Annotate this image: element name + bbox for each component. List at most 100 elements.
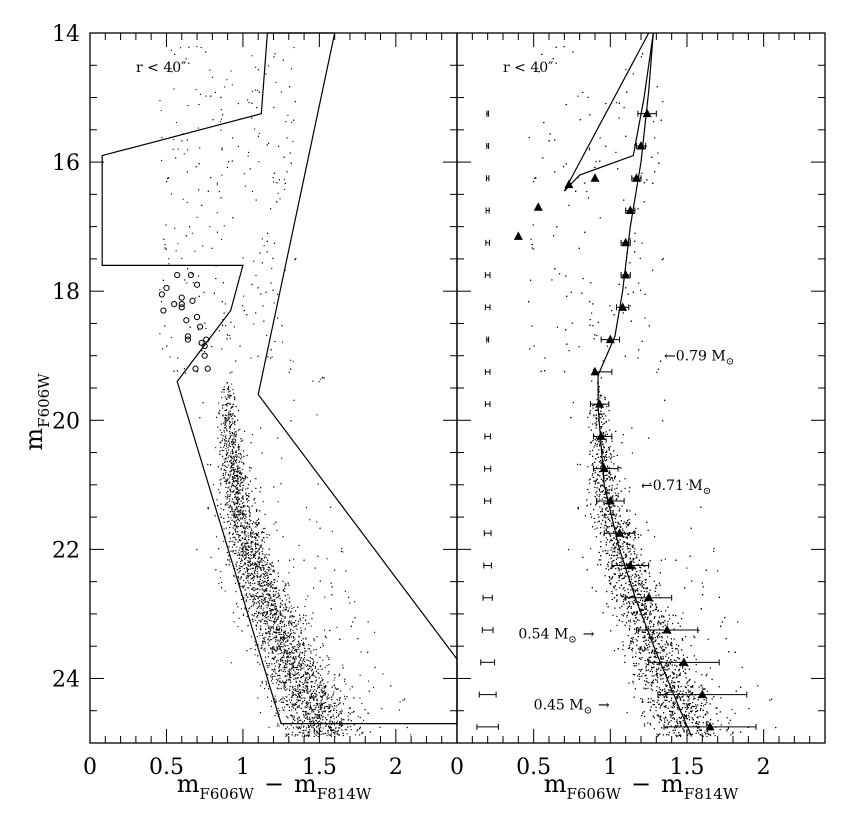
star-point	[286, 651, 288, 653]
star-point	[317, 722, 319, 724]
star-point	[266, 562, 268, 564]
star-point	[292, 652, 294, 654]
star-point	[225, 486, 227, 488]
star-point	[282, 59, 284, 61]
star-point	[328, 708, 330, 710]
star-point	[252, 599, 254, 601]
star-point	[268, 638, 270, 640]
star-point	[196, 46, 198, 48]
star-point	[290, 605, 292, 607]
star-point	[296, 672, 298, 674]
star-point	[198, 189, 200, 191]
star-point	[245, 553, 247, 555]
star-point	[229, 431, 231, 433]
star-point	[312, 659, 314, 661]
star-point	[172, 148, 174, 150]
star-point	[231, 424, 233, 426]
star-point	[231, 405, 233, 407]
star-point	[268, 595, 270, 597]
star-point	[222, 282, 224, 284]
star-point	[250, 357, 252, 359]
star-point	[219, 453, 221, 455]
star-point	[290, 623, 292, 625]
star-point	[255, 536, 257, 538]
star-point	[272, 646, 274, 648]
star-point	[330, 506, 332, 508]
star-point	[223, 386, 225, 388]
star-point	[230, 460, 232, 462]
star-point	[288, 671, 290, 673]
star-point	[273, 658, 275, 660]
star-point	[282, 636, 284, 638]
star-point	[275, 660, 277, 662]
star-point	[258, 632, 260, 634]
star-point	[229, 397, 231, 399]
star-point	[220, 508, 222, 510]
star-point	[302, 644, 304, 646]
star-point	[313, 717, 315, 719]
star-point	[250, 535, 252, 537]
star-point	[321, 690, 323, 692]
star-point	[313, 663, 315, 665]
star-point	[226, 479, 228, 481]
star-point	[239, 485, 241, 487]
star-point	[226, 466, 228, 468]
star-point	[245, 526, 247, 528]
star-point	[250, 533, 252, 535]
star-point	[274, 622, 276, 624]
star-point	[301, 661, 303, 663]
star-point	[173, 88, 175, 90]
star-point	[332, 714, 334, 716]
star-point	[161, 159, 163, 161]
star-point	[242, 548, 244, 550]
star-point	[261, 585, 263, 587]
star-point	[241, 554, 243, 556]
star-point	[335, 716, 337, 718]
star-point	[231, 501, 233, 503]
star-point	[237, 465, 239, 467]
star-point	[245, 475, 247, 477]
star-point	[298, 695, 300, 697]
star-point	[207, 507, 209, 509]
star-point	[307, 703, 309, 705]
star-point	[276, 661, 278, 663]
star-point	[242, 517, 244, 519]
star-point	[253, 597, 255, 599]
star-point	[304, 699, 306, 701]
star-point	[232, 406, 234, 408]
star-point	[278, 594, 280, 596]
star-point	[290, 636, 292, 638]
star-point	[239, 511, 241, 513]
star-point	[209, 69, 211, 71]
star-point	[281, 457, 283, 459]
star-point	[280, 642, 282, 644]
star-point	[251, 530, 253, 532]
star-point	[290, 673, 292, 675]
star-point	[328, 727, 330, 729]
star-point	[327, 707, 329, 709]
star-point	[283, 156, 285, 158]
star-point	[220, 478, 222, 480]
star-point	[245, 493, 247, 495]
star-point	[330, 728, 332, 730]
star-point	[225, 503, 227, 505]
star-point	[317, 709, 319, 711]
star-point	[254, 587, 256, 589]
star-point	[275, 632, 277, 634]
star-point	[232, 432, 234, 434]
star-point	[250, 595, 252, 597]
star-point	[255, 533, 257, 535]
star-point	[277, 293, 279, 295]
star-point	[295, 656, 297, 658]
star-point	[300, 697, 302, 699]
star-point	[164, 325, 166, 327]
star-point	[275, 699, 277, 701]
star-point	[284, 632, 286, 634]
star-point	[272, 609, 274, 611]
star-point	[226, 498, 228, 500]
star-point	[275, 616, 277, 618]
star-point	[281, 341, 283, 343]
star-point	[342, 732, 344, 734]
star-point	[238, 535, 240, 537]
